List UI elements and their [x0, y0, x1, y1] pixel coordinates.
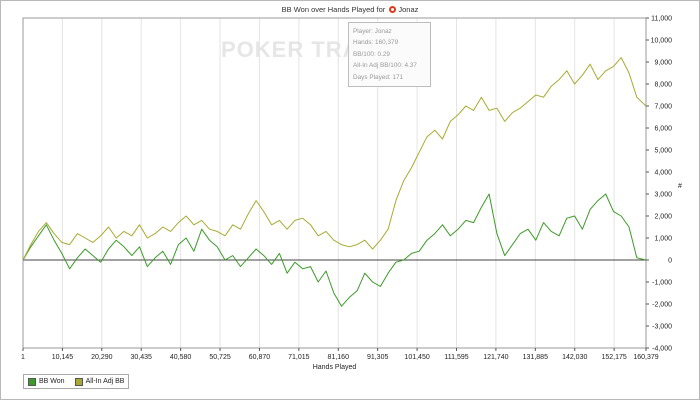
x-tick-label-7: 71,015: [288, 354, 310, 361]
x-tick-label-12: 121,740: [483, 354, 508, 361]
x-tick-label-9: 91,305: [367, 354, 389, 361]
x-tick-label-1: 10,145: [52, 354, 74, 361]
x-axis-title: Hands Played: [313, 364, 357, 371]
x-tick-label-3: 30,435: [131, 354, 153, 361]
axis-layer: [22, 17, 649, 351]
y-tick-label-6: 2,000: [654, 214, 672, 221]
y-tick-label-11: 7,000: [654, 104, 672, 111]
chart-title: BB Won over Hands Played for Jonaz: [1, 5, 699, 14]
y-tick-label-1: -3,000: [652, 324, 672, 331]
legend-label-bb-won: BB Won: [39, 378, 65, 385]
legend-swatch-bb-won: [28, 377, 36, 386]
y-tick-label-7: 3,000: [654, 192, 672, 199]
y-tick-label-12: 8,000: [654, 82, 672, 89]
tooltip-allin-adj: All-In Adj BB/100: 4.37: [353, 62, 417, 70]
y-tick-label-4: 0: [668, 258, 672, 265]
series-line-allin-adj-bb: [22, 57, 647, 261]
x-tick-label-15: 152,175: [601, 354, 626, 361]
chart-legend: BB Won All-In Adj BB: [23, 374, 129, 389]
y-tick-label-8: 4,000: [654, 170, 672, 177]
x-tick-label-5: 50,725: [209, 354, 231, 361]
x-tick-label-11: 111,595: [444, 354, 468, 361]
legend-item-bb-won[interactable]: BB Won: [28, 377, 65, 386]
x-tick-label-4: 40,580: [170, 354, 192, 361]
tooltip-bb100: BB/100: 0.29: [353, 50, 390, 58]
player-stats-tooltip: Player: Jonaz Hands: 160,379 BB/100: 0.2…: [348, 22, 431, 87]
x-tick-label-0: 1: [21, 354, 25, 361]
x-tick-label-13: 131,885: [523, 354, 548, 361]
y-tick-label-10: 6,000: [654, 126, 672, 133]
label-layer: 1 10,145 20,290 30,435 40,580 50,725 60,870 71,…: [21, 16, 682, 372]
chart-title-prefix: BB Won over Hands Played for: [281, 5, 386, 14]
y-tick-label-3: -1,000: [652, 280, 672, 287]
player-icon: [389, 6, 397, 13]
chart-title-player: Jonaz: [398, 5, 419, 14]
legend-item-allin-adj[interactable]: All-In Adj BB: [74, 377, 125, 386]
x-tick-label-6: 60,870: [249, 354, 271, 361]
x-tick-label-8: 81,160: [328, 354, 350, 361]
y-axis-title: #: [678, 183, 682, 190]
series-line-bb-won: [22, 193, 647, 307]
x-tick-label-14: 142,030: [562, 354, 587, 361]
legend-label-allin-adj: All-In Adj BB: [85, 378, 125, 385]
legend-swatch-allin-adj: [74, 377, 83, 386]
y-tick-label-13: 9,000: [654, 60, 672, 67]
y-tick-label-15: 11,000: [651, 16, 672, 23]
x-tick-label-10: 101,450: [404, 354, 429, 361]
plot-border: [22, 17, 647, 349]
tooltip-days: Days Played: 171: [353, 73, 404, 81]
y-tick-label-0: -4,000: [652, 346, 672, 353]
tooltip-hands: Hands: 160,379: [353, 39, 399, 47]
y-tick-label-2: -2,000: [652, 302, 672, 309]
tooltip-player: Player: Jonaz: [353, 28, 392, 35]
x-tick-label-2: 20,290: [91, 354, 113, 361]
x-tick-label-16: 160,379: [633, 354, 658, 361]
y-tick-label-14: 10,000: [651, 38, 673, 45]
y-tick-label-5: 1,000: [654, 236, 672, 243]
series-layer: [22, 57, 647, 307]
grid-layer: [22, 18, 647, 348]
y-tick-label-9: 5,000: [654, 148, 672, 155]
